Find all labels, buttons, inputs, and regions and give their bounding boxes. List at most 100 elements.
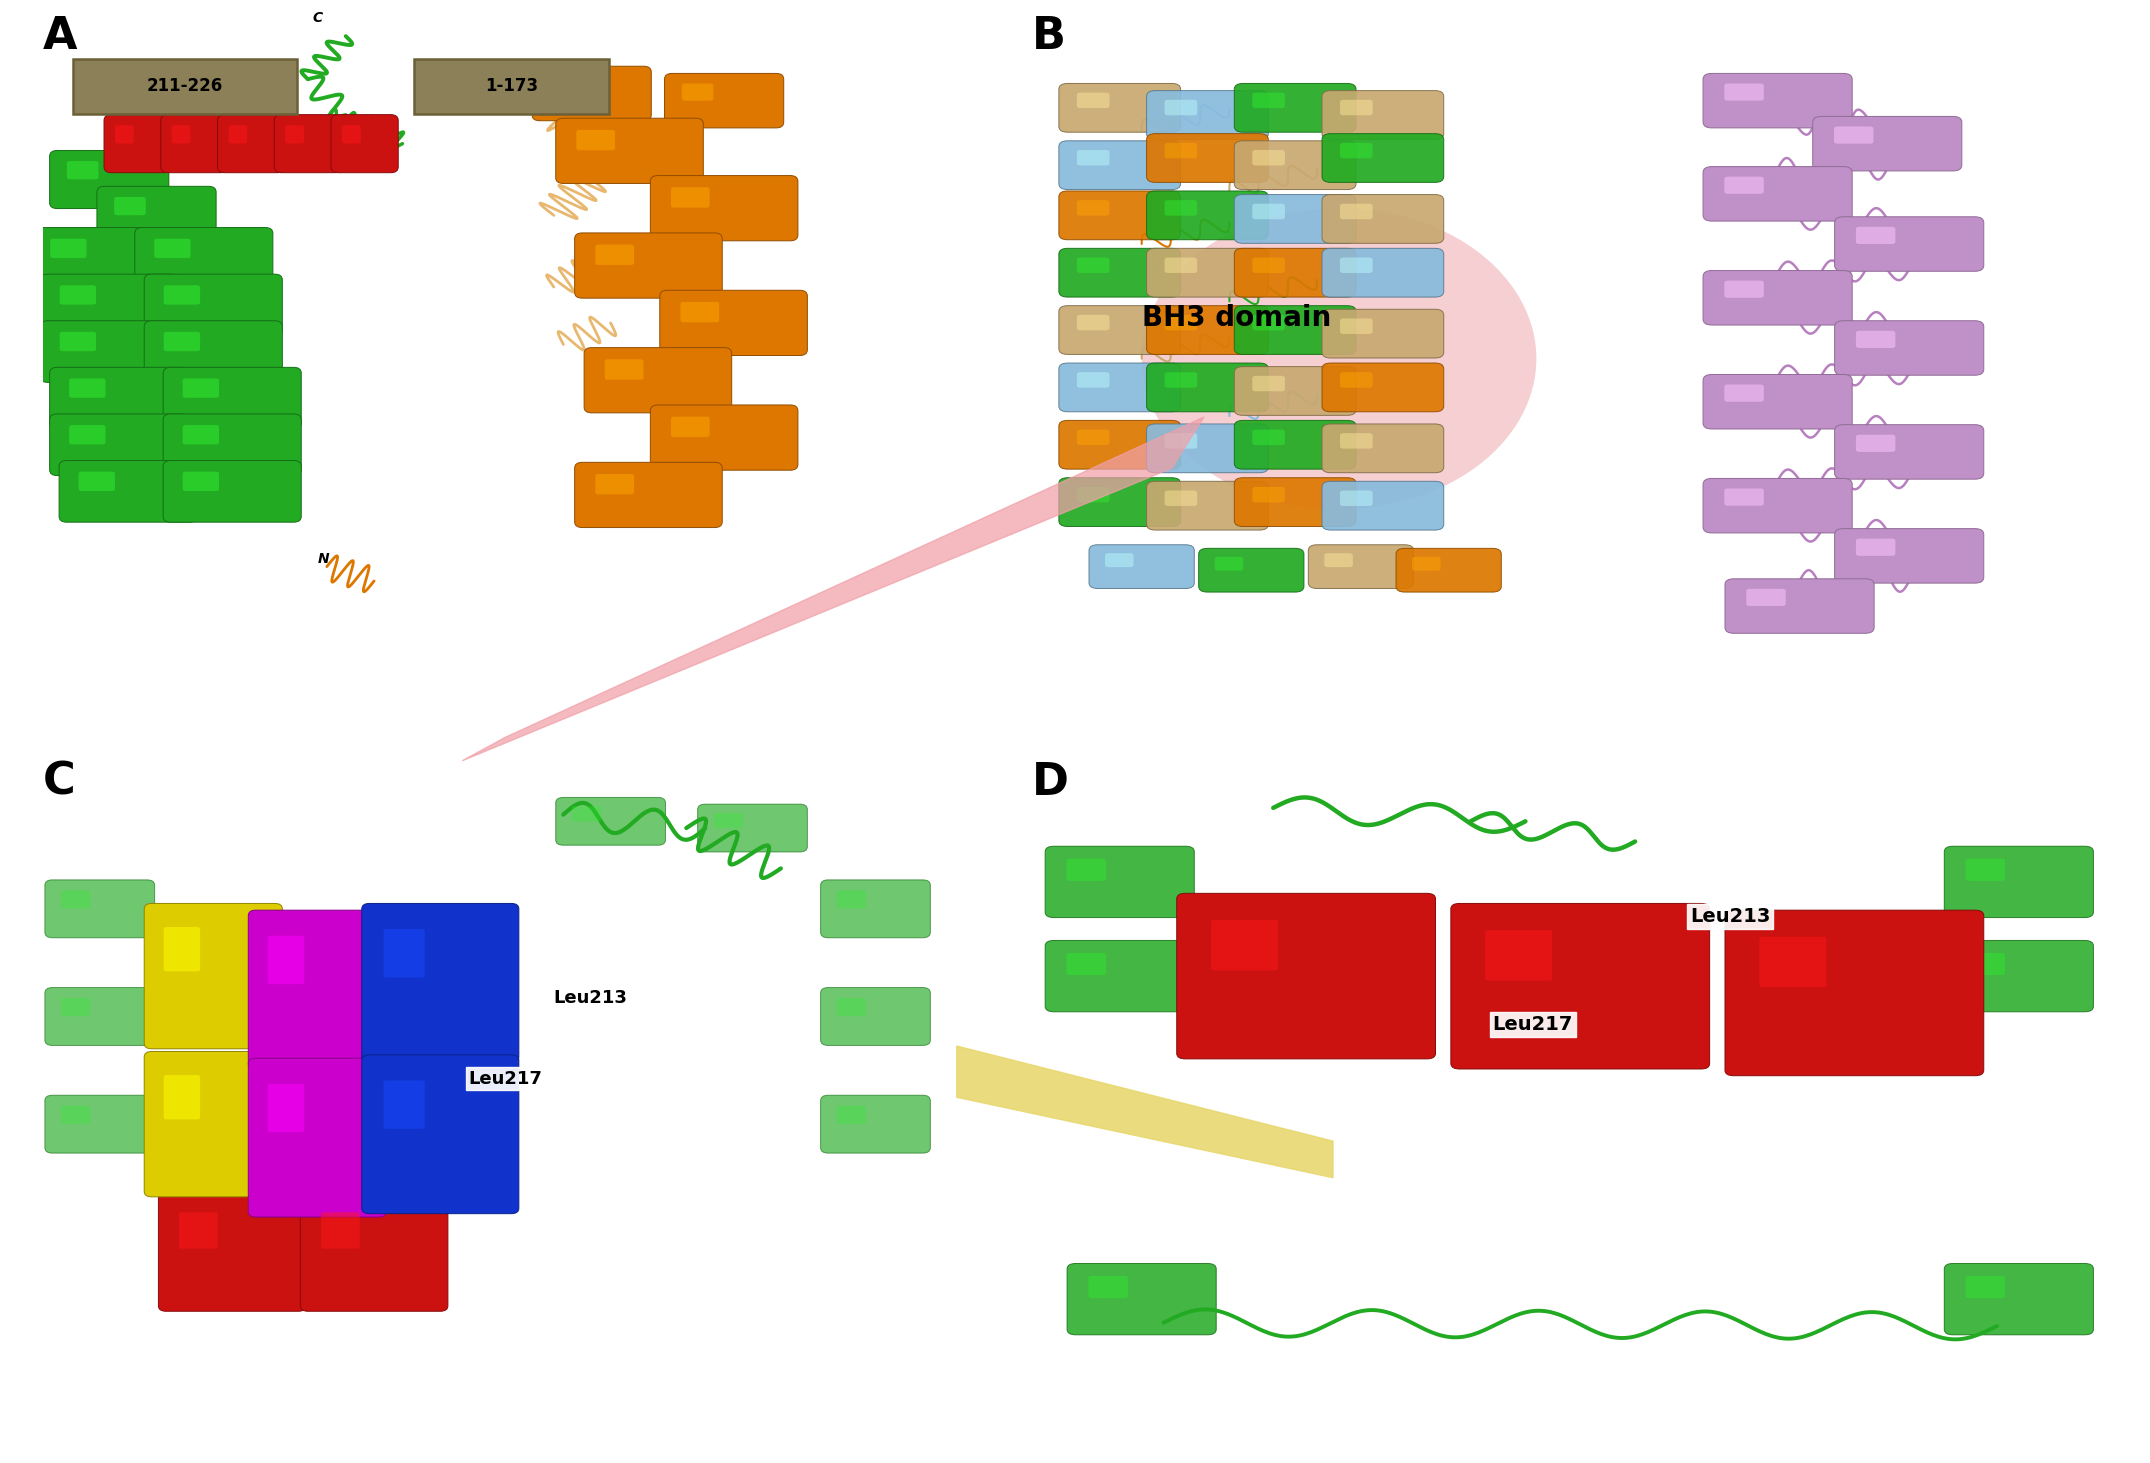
FancyBboxPatch shape [67, 161, 99, 180]
FancyBboxPatch shape [1077, 487, 1109, 502]
Text: N: N [318, 552, 329, 566]
FancyBboxPatch shape [682, 83, 714, 101]
FancyBboxPatch shape [163, 285, 200, 304]
FancyBboxPatch shape [1146, 192, 1268, 240]
FancyBboxPatch shape [1724, 489, 1763, 506]
FancyBboxPatch shape [183, 471, 219, 492]
FancyBboxPatch shape [574, 233, 722, 298]
FancyBboxPatch shape [1746, 588, 1787, 606]
FancyBboxPatch shape [383, 929, 426, 977]
FancyBboxPatch shape [1322, 363, 1445, 411]
FancyBboxPatch shape [1322, 249, 1445, 297]
FancyBboxPatch shape [1215, 557, 1243, 571]
FancyBboxPatch shape [1339, 433, 1372, 449]
FancyBboxPatch shape [1251, 376, 1286, 391]
FancyBboxPatch shape [1234, 83, 1357, 132]
FancyBboxPatch shape [49, 151, 170, 209]
FancyBboxPatch shape [1077, 92, 1109, 108]
FancyBboxPatch shape [714, 813, 744, 828]
FancyBboxPatch shape [60, 332, 97, 351]
FancyBboxPatch shape [69, 426, 105, 445]
FancyBboxPatch shape [69, 379, 105, 398]
FancyBboxPatch shape [649, 176, 798, 241]
FancyBboxPatch shape [172, 126, 191, 143]
FancyBboxPatch shape [1339, 203, 1372, 219]
FancyBboxPatch shape [361, 904, 518, 1062]
Text: C: C [312, 10, 322, 25]
FancyBboxPatch shape [1251, 151, 1286, 165]
FancyBboxPatch shape [144, 1052, 282, 1197]
FancyBboxPatch shape [1146, 91, 1268, 139]
FancyBboxPatch shape [1451, 904, 1709, 1069]
Text: Leu213: Leu213 [1690, 907, 1769, 926]
FancyBboxPatch shape [1339, 319, 1372, 334]
FancyBboxPatch shape [1834, 320, 1984, 375]
Text: D: D [1032, 761, 1069, 803]
FancyBboxPatch shape [1234, 249, 1357, 297]
FancyBboxPatch shape [1058, 478, 1180, 527]
FancyBboxPatch shape [1234, 367, 1357, 415]
FancyBboxPatch shape [49, 238, 86, 257]
FancyBboxPatch shape [1146, 133, 1268, 183]
FancyBboxPatch shape [1251, 430, 1286, 445]
Polygon shape [462, 417, 1204, 761]
FancyBboxPatch shape [1703, 73, 1851, 127]
FancyBboxPatch shape [836, 1106, 866, 1124]
FancyBboxPatch shape [1234, 195, 1357, 243]
FancyBboxPatch shape [1855, 227, 1896, 244]
FancyBboxPatch shape [1703, 167, 1851, 221]
FancyBboxPatch shape [269, 1084, 303, 1132]
FancyBboxPatch shape [1703, 375, 1851, 429]
FancyBboxPatch shape [548, 76, 580, 94]
FancyBboxPatch shape [41, 320, 178, 382]
FancyBboxPatch shape [1724, 579, 1875, 633]
FancyBboxPatch shape [1309, 544, 1413, 588]
FancyBboxPatch shape [49, 414, 187, 475]
FancyBboxPatch shape [1339, 99, 1372, 116]
FancyBboxPatch shape [228, 126, 247, 143]
FancyBboxPatch shape [155, 238, 191, 257]
FancyBboxPatch shape [585, 348, 731, 413]
FancyBboxPatch shape [1724, 385, 1763, 402]
FancyBboxPatch shape [531, 66, 651, 121]
FancyBboxPatch shape [555, 797, 666, 846]
Text: Leu217: Leu217 [1492, 1015, 1574, 1034]
FancyBboxPatch shape [649, 405, 798, 470]
FancyBboxPatch shape [1077, 257, 1109, 274]
FancyBboxPatch shape [821, 988, 931, 1046]
FancyBboxPatch shape [80, 471, 114, 492]
FancyBboxPatch shape [331, 114, 398, 173]
FancyBboxPatch shape [163, 928, 200, 971]
FancyBboxPatch shape [660, 290, 808, 356]
FancyBboxPatch shape [1077, 315, 1109, 331]
FancyBboxPatch shape [1066, 1264, 1217, 1334]
FancyBboxPatch shape [269, 936, 303, 985]
FancyBboxPatch shape [1413, 557, 1440, 571]
FancyBboxPatch shape [836, 891, 866, 909]
FancyBboxPatch shape [1486, 930, 1552, 980]
FancyBboxPatch shape [320, 1213, 359, 1248]
FancyBboxPatch shape [1146, 363, 1268, 411]
FancyBboxPatch shape [1176, 894, 1436, 1059]
FancyBboxPatch shape [1855, 435, 1896, 452]
FancyBboxPatch shape [821, 1096, 931, 1153]
FancyBboxPatch shape [1944, 1264, 2094, 1334]
FancyBboxPatch shape [1965, 1276, 2006, 1298]
FancyBboxPatch shape [1251, 257, 1286, 274]
FancyBboxPatch shape [1251, 203, 1286, 219]
FancyBboxPatch shape [1234, 140, 1357, 190]
FancyBboxPatch shape [1058, 363, 1180, 411]
FancyBboxPatch shape [217, 114, 284, 173]
FancyBboxPatch shape [1045, 941, 1193, 1012]
FancyBboxPatch shape [1322, 133, 1445, 183]
FancyBboxPatch shape [1834, 528, 1984, 584]
FancyBboxPatch shape [1944, 941, 2094, 1012]
FancyBboxPatch shape [1234, 420, 1357, 470]
FancyBboxPatch shape [1322, 91, 1445, 139]
FancyBboxPatch shape [1165, 143, 1198, 158]
FancyBboxPatch shape [45, 879, 155, 938]
FancyBboxPatch shape [342, 126, 361, 143]
FancyBboxPatch shape [159, 1192, 305, 1311]
FancyBboxPatch shape [1165, 99, 1198, 116]
FancyBboxPatch shape [1339, 257, 1372, 274]
